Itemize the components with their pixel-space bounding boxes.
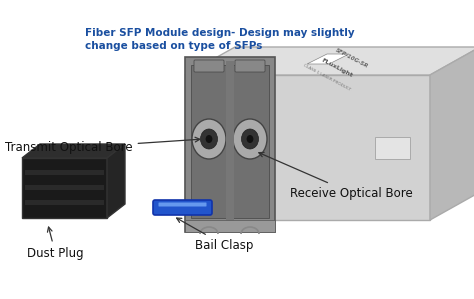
FancyBboxPatch shape: [25, 170, 104, 175]
Text: Fiber SFP Module design- Design may slightly
change based on type of SFPs: Fiber SFP Module design- Design may slig…: [85, 28, 355, 51]
FancyBboxPatch shape: [25, 185, 104, 190]
FancyBboxPatch shape: [226, 61, 234, 228]
Ellipse shape: [201, 129, 218, 149]
FancyBboxPatch shape: [185, 220, 275, 232]
Text: Transmit Optical Bore: Transmit Optical Bore: [5, 137, 200, 155]
Ellipse shape: [241, 129, 258, 149]
Text: SFP-10G-SR: SFP-10G-SR: [335, 47, 369, 69]
FancyBboxPatch shape: [153, 200, 212, 215]
Text: Receive Optical Bore: Receive Optical Bore: [259, 152, 413, 199]
FancyBboxPatch shape: [375, 137, 410, 159]
Text: Dust Plug: Dust Plug: [27, 227, 83, 260]
Ellipse shape: [233, 119, 267, 159]
FancyBboxPatch shape: [25, 200, 104, 205]
Polygon shape: [430, 47, 474, 220]
FancyBboxPatch shape: [195, 128, 223, 143]
FancyBboxPatch shape: [194, 60, 224, 72]
FancyBboxPatch shape: [185, 57, 275, 232]
Text: Bail Clasp: Bail Clasp: [177, 218, 254, 251]
Polygon shape: [22, 144, 125, 158]
Polygon shape: [307, 54, 349, 64]
Text: CLASS 1 LASER PRODUCT: CLASS 1 LASER PRODUCT: [302, 64, 351, 92]
FancyBboxPatch shape: [191, 65, 269, 218]
Polygon shape: [107, 144, 125, 218]
Ellipse shape: [246, 135, 254, 143]
FancyBboxPatch shape: [195, 105, 223, 120]
Ellipse shape: [206, 135, 212, 143]
Polygon shape: [185, 47, 474, 75]
Ellipse shape: [192, 119, 226, 159]
FancyBboxPatch shape: [235, 60, 265, 72]
FancyBboxPatch shape: [185, 75, 430, 220]
FancyBboxPatch shape: [22, 158, 107, 218]
Text: FLuxLight: FLuxLight: [320, 58, 354, 78]
FancyBboxPatch shape: [158, 202, 207, 207]
